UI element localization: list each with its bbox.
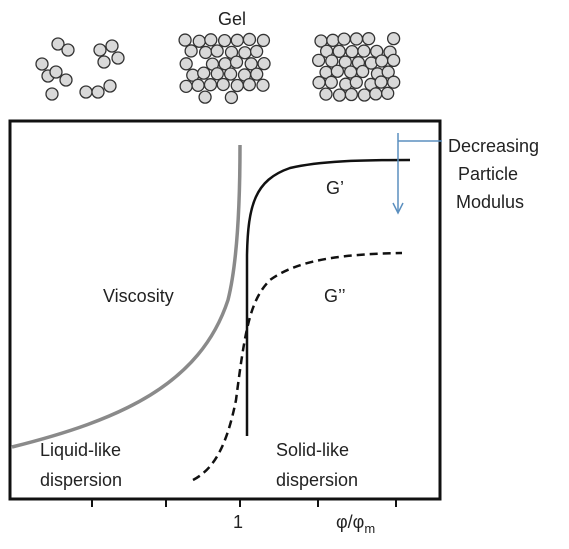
x-tick-label: 1 — [233, 512, 243, 532]
particle — [376, 55, 388, 67]
particle — [204, 79, 216, 91]
annotation-line: Modulus — [456, 192, 524, 212]
particle — [243, 33, 255, 45]
particle — [243, 79, 255, 91]
particle — [345, 88, 357, 100]
storage-modulus-label: G’ — [326, 178, 344, 198]
particle — [358, 45, 370, 57]
particle — [50, 66, 62, 78]
particle — [370, 88, 382, 100]
modulus-arrow — [393, 133, 442, 213]
particle — [36, 58, 48, 70]
particle — [217, 78, 229, 90]
particle — [60, 74, 72, 86]
particle — [62, 44, 74, 56]
particle — [239, 47, 251, 59]
particle — [327, 34, 339, 46]
liquid-label: Liquid-like — [40, 440, 121, 460]
particle — [251, 45, 263, 57]
particle-clusters — [36, 33, 400, 104]
particle — [225, 91, 237, 103]
particle — [382, 87, 394, 99]
particle — [357, 66, 369, 78]
x-axis-label-sub: m — [364, 521, 375, 536]
particle — [346, 46, 358, 58]
annotation-line: Particle — [458, 164, 518, 184]
particle — [320, 88, 332, 100]
particle — [388, 76, 400, 88]
diagram: Gel Decreasing Particle Modulus G’ G’’ V… — [0, 0, 569, 549]
particle — [199, 91, 211, 103]
particle — [200, 46, 212, 58]
particle — [388, 33, 400, 45]
particle — [350, 76, 362, 88]
particle — [258, 58, 270, 70]
particle — [334, 89, 346, 101]
particle — [193, 35, 205, 47]
particle — [388, 54, 400, 66]
particle — [231, 80, 243, 92]
particle — [313, 77, 325, 89]
particle — [350, 33, 362, 45]
liquid-label: dispersion — [40, 470, 122, 490]
particle — [363, 33, 375, 45]
particle — [180, 58, 192, 70]
particle — [257, 79, 269, 91]
particle — [185, 45, 197, 57]
particle — [257, 34, 269, 46]
particle — [325, 76, 337, 88]
solid-label: Solid-like — [276, 440, 349, 460]
particle — [98, 56, 110, 68]
particle — [92, 86, 104, 98]
particle — [375, 76, 387, 88]
particle — [192, 79, 204, 91]
particle — [331, 65, 343, 77]
particle — [112, 52, 124, 64]
particle — [338, 33, 350, 45]
particle — [219, 35, 231, 47]
particle — [104, 80, 116, 92]
particle — [94, 44, 106, 56]
particle — [179, 34, 191, 46]
particle — [231, 56, 243, 68]
particle — [106, 40, 118, 52]
particle — [225, 68, 237, 80]
annotation-line: Decreasing — [448, 136, 539, 156]
particle — [313, 54, 325, 66]
loss-modulus-label: G’’ — [324, 286, 346, 306]
particle — [358, 89, 370, 101]
solid-label: dispersion — [276, 470, 358, 490]
gel-label: Gel — [218, 9, 246, 29]
x-axis-label-main: φ/φ — [336, 512, 364, 532]
particle — [231, 34, 243, 46]
particle — [80, 86, 92, 98]
viscosity-label: Viscosity — [103, 286, 174, 306]
particle — [198, 67, 210, 79]
particle — [211, 68, 223, 80]
particle — [205, 34, 217, 46]
particle — [211, 45, 223, 57]
particle — [180, 80, 192, 92]
particle — [46, 88, 58, 100]
particle — [251, 68, 263, 80]
x-axis-label: φ/φm — [336, 512, 375, 536]
